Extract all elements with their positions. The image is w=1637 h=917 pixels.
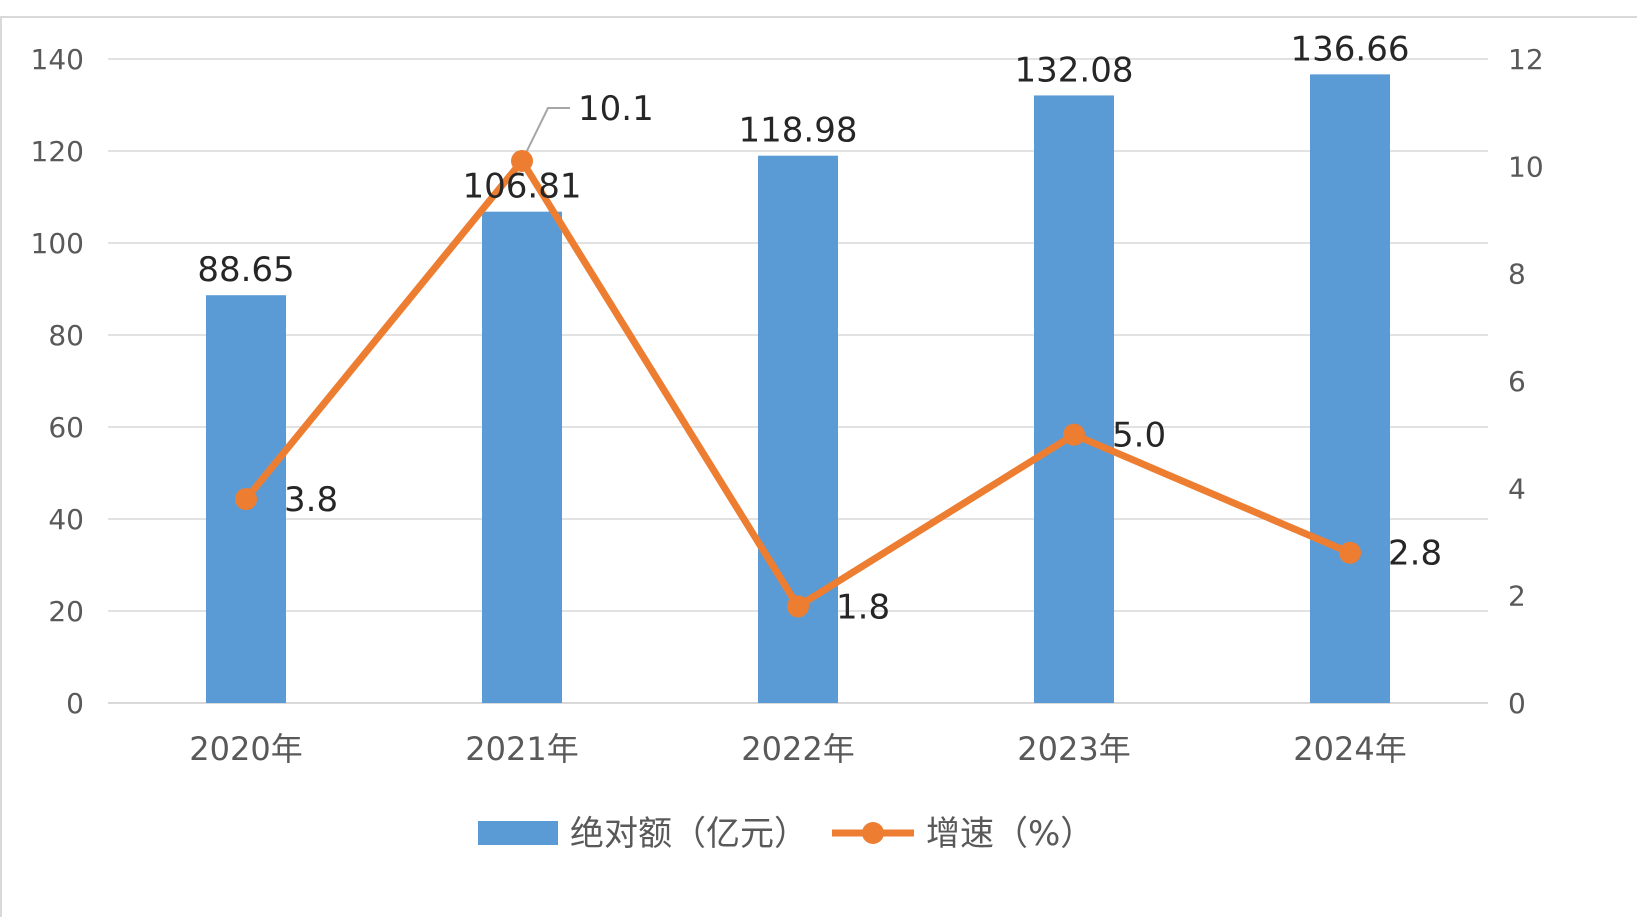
growth-point bbox=[1063, 423, 1085, 446]
y-left-tick-label: 0 bbox=[66, 687, 84, 720]
growth-value-label: 5.0 bbox=[1112, 416, 1166, 456]
bar bbox=[482, 211, 562, 703]
legend-swatch-marker bbox=[862, 822, 884, 844]
growth-value-label: 10.1 bbox=[578, 89, 654, 129]
bar-value-label: 118.98 bbox=[739, 111, 858, 151]
growth-value-label: 1.8 bbox=[836, 587, 890, 627]
y-left-tick-label: 20 bbox=[48, 595, 84, 628]
leader-line bbox=[521, 107, 570, 162]
bar-value-label: 106.81 bbox=[463, 167, 582, 207]
x-category-label: 2023年 bbox=[1017, 730, 1130, 768]
bar-value-label: 136.66 bbox=[1291, 29, 1410, 69]
legend-swatch-bar bbox=[478, 821, 558, 845]
y-left-tick-label: 100 bbox=[31, 227, 84, 260]
growth-value-label: 3.8 bbox=[284, 480, 338, 520]
y-right-tick-label: 4 bbox=[1508, 472, 1526, 505]
y-right-tick-label: 0 bbox=[1508, 687, 1526, 720]
y-right-tick-label: 8 bbox=[1508, 258, 1526, 291]
y-left-tick-label: 140 bbox=[31, 43, 84, 76]
y-left-tick-label: 120 bbox=[31, 135, 84, 168]
bar bbox=[1310, 74, 1390, 703]
y-right-tick-label: 10 bbox=[1508, 150, 1544, 183]
growth-point bbox=[235, 488, 257, 511]
growth-value-label: 2.8 bbox=[1388, 534, 1442, 574]
legend-label-line: 增速（%） bbox=[926, 814, 1094, 854]
y-left-tick-label: 60 bbox=[48, 411, 84, 444]
y-right-tick-label: 6 bbox=[1508, 365, 1526, 398]
growth-point bbox=[1339, 541, 1361, 564]
bar-value-label: 132.08 bbox=[1015, 50, 1134, 90]
x-category-label: 2024年 bbox=[1293, 730, 1406, 768]
bar bbox=[758, 155, 838, 703]
bar bbox=[1034, 95, 1114, 703]
x-category-label: 2020年 bbox=[189, 730, 302, 768]
y-right-tick-label: 12 bbox=[1508, 43, 1544, 76]
legend-label-bar: 绝对额（亿元） bbox=[570, 814, 808, 854]
y-right-tick-label: 2 bbox=[1508, 580, 1526, 613]
bar-value-label: 88.65 bbox=[197, 250, 294, 290]
y-left-tick-label: 80 bbox=[48, 319, 84, 352]
x-category-label: 2022年 bbox=[741, 730, 854, 768]
growth-point bbox=[511, 149, 533, 172]
growth-point bbox=[787, 595, 809, 618]
y-left-tick-label: 40 bbox=[48, 503, 84, 536]
x-category-label: 2021年 bbox=[465, 730, 578, 768]
